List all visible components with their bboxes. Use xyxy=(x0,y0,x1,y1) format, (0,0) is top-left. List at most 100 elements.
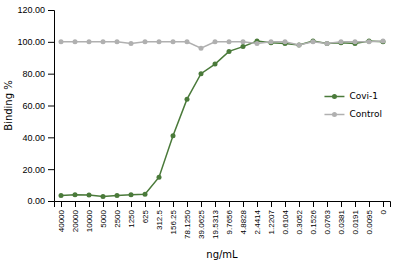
y-tick: 100.00 xyxy=(17,37,54,47)
x-tick-label: 10000 xyxy=(85,209,94,232)
series-point xyxy=(325,41,330,46)
x-axis-line xyxy=(55,202,391,208)
x-tick-label: 4.8828 xyxy=(239,209,248,234)
x-tick-mark xyxy=(215,201,216,207)
series-point xyxy=(171,133,176,138)
series-point xyxy=(171,39,176,44)
x-tick-mark xyxy=(201,201,202,207)
series-point xyxy=(367,39,372,44)
x-tick: 0.3052 xyxy=(295,201,304,234)
legend-label: Control xyxy=(349,109,382,119)
series-point xyxy=(185,97,190,102)
x-tick: 312.5 xyxy=(155,201,164,230)
x-tick-mark xyxy=(257,201,258,207)
x-tick-label: 1250 xyxy=(127,209,136,227)
y-tick-mark xyxy=(48,74,54,75)
x-tick-label: 625 xyxy=(141,209,150,223)
series-point xyxy=(143,192,148,197)
series-point xyxy=(73,192,78,197)
series-point xyxy=(157,175,162,180)
y-tick-mark xyxy=(48,169,54,170)
series-point xyxy=(297,43,302,48)
x-tick-label: 39.0625 xyxy=(197,209,206,238)
x-tick: 0.1526 xyxy=(309,201,318,234)
x-tick-mark xyxy=(355,201,356,207)
series-point xyxy=(269,39,274,44)
x-tick-label: 0.1526 xyxy=(309,209,318,234)
series-point xyxy=(59,193,64,198)
x-tick-label: 2500 xyxy=(113,209,122,227)
x-tick: 10000 xyxy=(85,201,94,232)
series-point xyxy=(115,39,120,44)
x-tick-mark xyxy=(383,201,384,207)
x-tick-mark xyxy=(75,201,76,207)
x-tick: 0.0095 xyxy=(365,201,374,234)
series-point xyxy=(213,39,218,44)
x-tick: 40000 xyxy=(57,201,66,232)
x-tick-label: 0.6104 xyxy=(281,209,290,234)
series-point xyxy=(185,39,190,44)
x-tick-label: 40000 xyxy=(57,209,66,232)
series-point xyxy=(283,39,288,44)
x-tick-label: 0.0191 xyxy=(351,209,360,234)
x-tick: 2500 xyxy=(113,201,122,228)
x-tick: 0.6104 xyxy=(281,201,290,234)
x-tick: 20000 xyxy=(71,201,80,232)
x-tick-mark xyxy=(173,201,174,207)
x-axis: 400002000010000500025001250625312.5156.2… xyxy=(55,201,391,239)
x-tick-label: 20000 xyxy=(71,209,80,232)
x-tick: 0 xyxy=(379,201,388,214)
x-tick-label: 0.0095 xyxy=(365,209,374,234)
series-point xyxy=(297,43,302,48)
x-tick-label: 312.5 xyxy=(155,209,164,230)
x-tick-label: 0 xyxy=(379,209,388,214)
marks xyxy=(59,39,386,200)
x-tick-mark xyxy=(271,201,272,207)
x-tick: 625 xyxy=(141,201,150,223)
series-point xyxy=(255,41,260,46)
y-tick-label: 100.00 xyxy=(17,37,45,47)
series-point xyxy=(59,39,64,44)
x-tick: 156.25 xyxy=(169,201,178,234)
x-tick-label: 156.25 xyxy=(169,209,178,234)
x-tick-mark xyxy=(61,201,62,207)
series-point xyxy=(143,39,148,44)
x-tick-mark xyxy=(229,201,230,207)
y-tick-label: 120.00 xyxy=(17,5,45,15)
x-tick-mark xyxy=(341,201,342,207)
series-point xyxy=(269,40,274,45)
series-point xyxy=(381,39,386,44)
series-point xyxy=(241,44,246,49)
y-tick-mark xyxy=(48,106,54,107)
y-axis-line xyxy=(48,11,55,202)
y-tick-label: 80.00 xyxy=(22,69,45,79)
x-tick-mark xyxy=(131,201,132,207)
series-point xyxy=(199,46,204,51)
x-tick: 39.0625 xyxy=(197,201,206,239)
y-tick: 120.00 xyxy=(17,5,54,15)
series-line xyxy=(61,41,383,197)
plot: 400002000010000500025001250625312.5156.2… xyxy=(17,5,390,239)
series-point xyxy=(381,39,386,44)
x-tick-label: 9.7656 xyxy=(225,209,234,234)
legend-item: Covi-1 xyxy=(324,91,378,101)
x-tick: 1250 xyxy=(127,201,136,228)
x-tick: 4.8828 xyxy=(239,201,248,234)
x-tick-label: 0.0763 xyxy=(323,209,332,234)
x-tick-mark xyxy=(89,201,90,207)
series-point xyxy=(129,192,134,197)
x-tick: 1.2207 xyxy=(267,201,276,234)
x-tick-mark xyxy=(187,201,188,207)
x-tick-mark xyxy=(369,201,370,207)
series-point xyxy=(157,39,162,44)
series-point xyxy=(87,192,92,197)
y-tick-mark xyxy=(48,201,54,202)
series-line xyxy=(61,41,383,48)
x-tick-mark xyxy=(243,201,244,207)
legend-label: Covi-1 xyxy=(349,91,378,101)
x-tick-label: 0.0381 xyxy=(337,209,346,234)
series-point xyxy=(325,41,330,46)
x-tick-mark xyxy=(313,201,314,207)
y-axis: 0.0020.0040.0060.0080.00100.00120.00 xyxy=(17,5,54,206)
y-tick: 0.00 xyxy=(27,196,54,206)
